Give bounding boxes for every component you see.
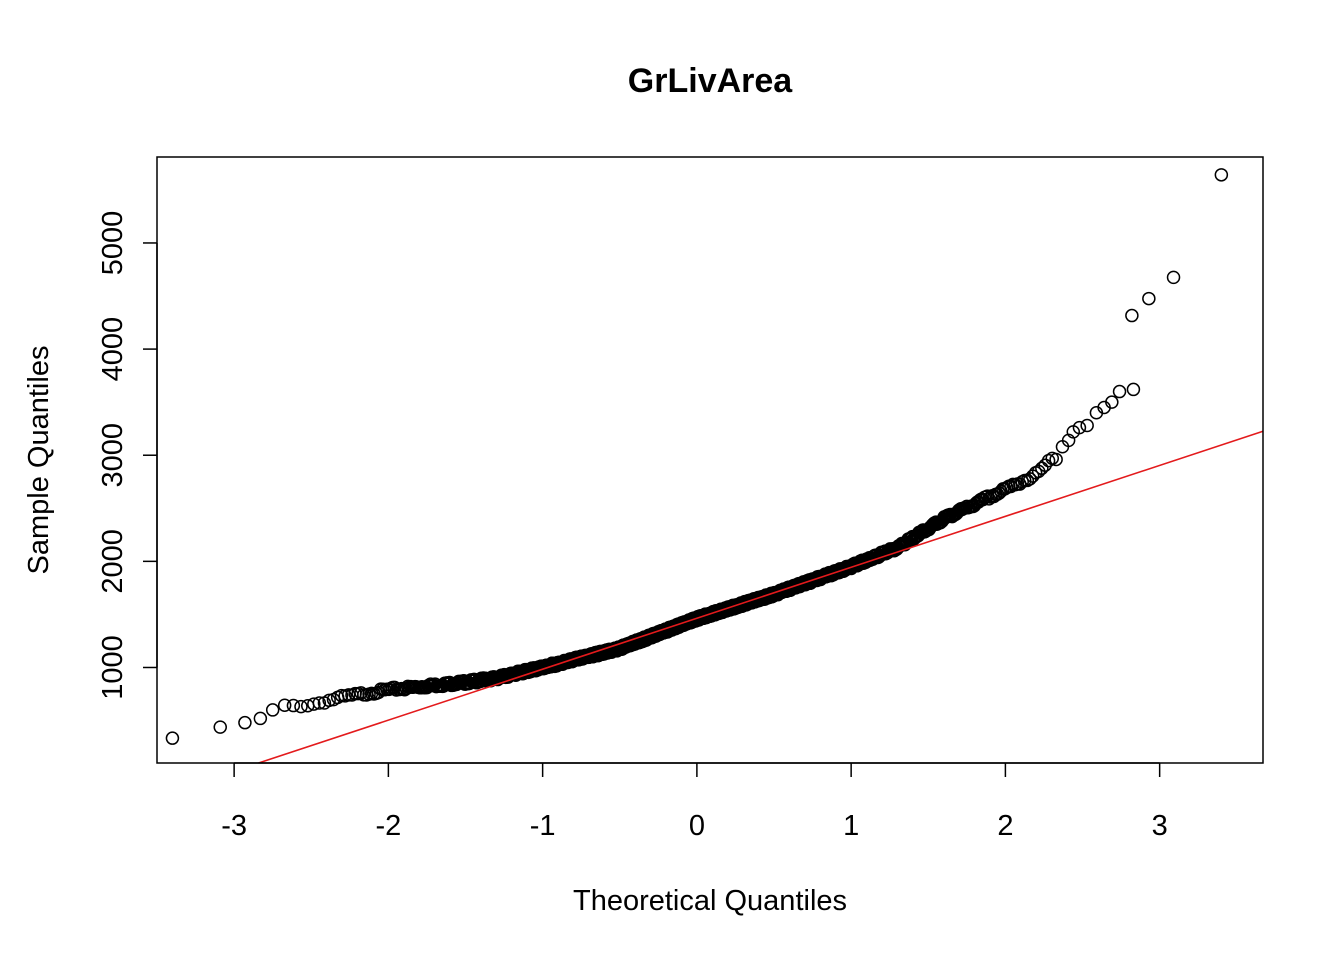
data-point <box>1214 168 1229 182</box>
chart-title: GrLivArea <box>628 62 793 100</box>
data-point <box>1105 395 1119 409</box>
y-tick-label: 4000 <box>97 317 129 382</box>
data-point <box>253 711 268 726</box>
data-point <box>165 731 180 745</box>
data-point <box>307 697 321 711</box>
x-tick-label: 3 <box>1152 810 1168 842</box>
y-tick-label: 2000 <box>97 529 129 594</box>
x-axis-title: Theoretical Quantiles <box>573 885 847 917</box>
data-point <box>265 703 280 717</box>
data-point <box>294 699 308 714</box>
x-tick-label: 2 <box>997 810 1013 842</box>
x-tick-label: -1 <box>530 810 556 842</box>
data-point <box>1166 270 1181 285</box>
y-tick-label: 1000 <box>97 635 129 700</box>
data-point <box>1126 382 1141 397</box>
data-point <box>1112 384 1127 399</box>
data-point <box>1041 453 1056 468</box>
data-point <box>286 698 301 713</box>
data-point <box>1142 291 1156 306</box>
x-tick-label: -2 <box>375 810 401 842</box>
x-tick-label: 1 <box>843 810 859 842</box>
data-point <box>1035 461 1049 476</box>
y-axis-title: Sample Quantiles <box>23 346 55 575</box>
data-point <box>1049 452 1063 467</box>
y-tick-label: 3000 <box>97 423 129 488</box>
data-point <box>1061 433 1076 448</box>
x-axis: -3 -2 -1 0 1 2 3 <box>221 762 1168 842</box>
reference-line <box>258 430 1264 764</box>
data-point <box>1072 420 1087 435</box>
x-tick-label: -3 <box>221 810 247 842</box>
data-point <box>277 698 292 713</box>
data-point <box>1080 418 1094 433</box>
data-point <box>1125 308 1139 323</box>
y-tick-label: 5000 <box>97 211 129 276</box>
data-point <box>213 720 227 734</box>
data-point <box>1038 458 1052 472</box>
data-point <box>238 715 252 730</box>
data-point <box>322 693 336 708</box>
data-point <box>312 696 327 710</box>
data-point <box>334 688 349 703</box>
y-axis: 1000 2000 3000 4000 5000 <box>97 211 158 700</box>
x-tick-label: 0 <box>689 810 705 842</box>
